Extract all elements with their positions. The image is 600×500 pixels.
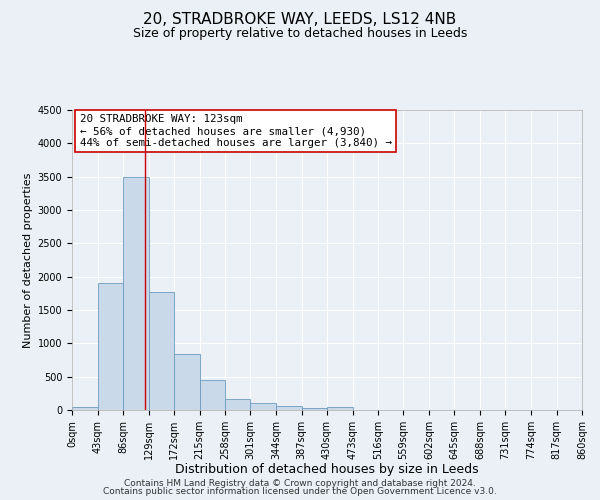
Bar bbox=[97, 284, 123, 410]
Bar bbox=[276, 406, 302, 410]
Text: 20 STRADBROKE WAY: 123sqm
← 56% of detached houses are smaller (4,930)
44% of se: 20 STRADBROKE WAY: 123sqm ← 56% of detac… bbox=[80, 114, 392, 148]
Bar bbox=[174, 354, 199, 410]
Bar bbox=[225, 398, 251, 410]
Text: Contains public sector information licensed under the Open Government Licence v3: Contains public sector information licen… bbox=[103, 487, 497, 496]
Bar bbox=[123, 176, 149, 410]
Text: 20, STRADBROKE WAY, LEEDS, LS12 4NB: 20, STRADBROKE WAY, LEEDS, LS12 4NB bbox=[143, 12, 457, 28]
Bar bbox=[302, 408, 327, 410]
Bar bbox=[199, 380, 225, 410]
Bar bbox=[72, 408, 97, 410]
Text: Size of property relative to detached houses in Leeds: Size of property relative to detached ho… bbox=[133, 28, 467, 40]
Text: Contains HM Land Registry data © Crown copyright and database right 2024.: Contains HM Land Registry data © Crown c… bbox=[124, 478, 476, 488]
Bar bbox=[327, 408, 353, 410]
X-axis label: Distribution of detached houses by size in Leeds: Distribution of detached houses by size … bbox=[175, 464, 479, 476]
Y-axis label: Number of detached properties: Number of detached properties bbox=[23, 172, 34, 348]
Bar bbox=[149, 292, 174, 410]
Bar bbox=[251, 404, 276, 410]
